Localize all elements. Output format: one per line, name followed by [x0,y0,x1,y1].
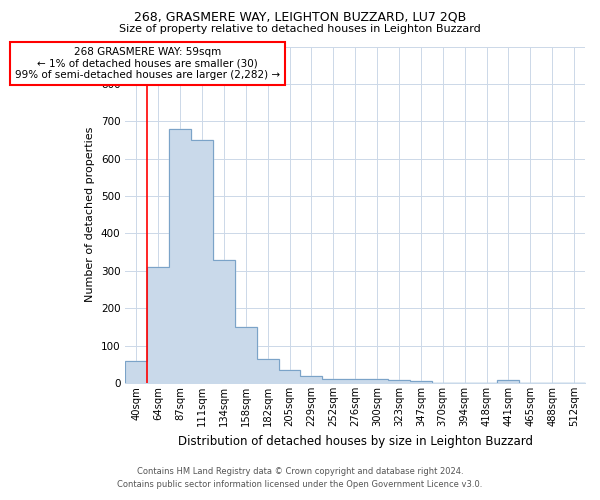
Text: 268 GRASMERE WAY: 59sqm
← 1% of detached houses are smaller (30)
99% of semi-det: 268 GRASMERE WAY: 59sqm ← 1% of detached… [15,46,280,80]
Text: Contains HM Land Registry data © Crown copyright and database right 2024.
Contai: Contains HM Land Registry data © Crown c… [118,468,482,489]
Y-axis label: Number of detached properties: Number of detached properties [85,127,95,302]
X-axis label: Distribution of detached houses by size in Leighton Buzzard: Distribution of detached houses by size … [178,434,533,448]
Text: Size of property relative to detached houses in Leighton Buzzard: Size of property relative to detached ho… [119,24,481,34]
Text: 268, GRASMERE WAY, LEIGHTON BUZZARD, LU7 2QB: 268, GRASMERE WAY, LEIGHTON BUZZARD, LU7… [134,11,466,24]
